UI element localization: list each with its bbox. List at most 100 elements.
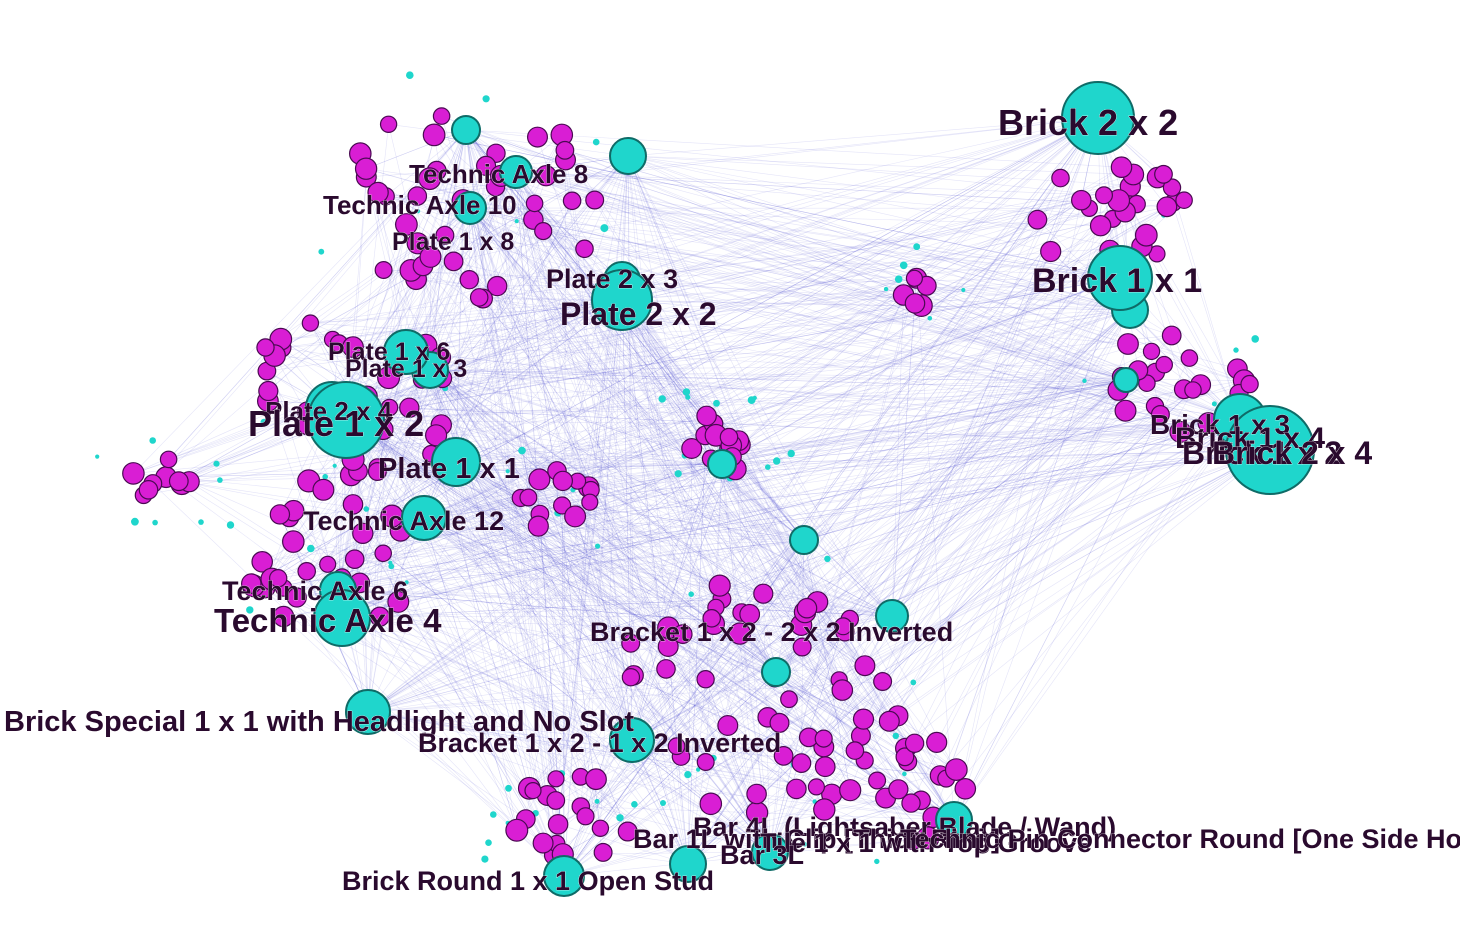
graph-edge	[337, 382, 1147, 591]
graph-edge	[621, 279, 856, 751]
graph-edge	[377, 192, 805, 541]
set-node	[796, 597, 818, 619]
graph-edge	[575, 379, 1127, 517]
part-node	[431, 437, 481, 487]
graph-edge	[442, 378, 771, 853]
graph-edge	[621, 202, 1174, 281]
graph-edge	[434, 134, 1121, 279]
set-node	[944, 758, 968, 781]
part-node-small	[226, 521, 235, 529]
graph-edge	[627, 155, 966, 789]
part-node-small	[899, 261, 908, 270]
set-node	[528, 468, 551, 491]
graph-edge	[429, 369, 563, 482]
part-node-small	[482, 95, 490, 103]
graph-edge	[721, 419, 1241, 465]
graph-edge	[337, 539, 805, 591]
graph-edge	[423, 517, 856, 751]
set-node	[575, 239, 594, 259]
graph-edge	[687, 618, 851, 865]
graph-edge	[806, 309, 1131, 609]
node-label: Plate 1 x 1	[378, 453, 520, 485]
graph-edge	[520, 497, 777, 673]
graph-edge	[444, 235, 1131, 311]
graph-edge	[891, 379, 1127, 617]
graph-edge	[864, 379, 1127, 761]
set-node	[1040, 240, 1062, 263]
graph-edge	[953, 117, 1099, 821]
graph-edge	[423, 517, 706, 763]
graph-edge	[631, 389, 1194, 741]
set-node	[487, 275, 508, 297]
graph-edge	[440, 357, 633, 741]
graph-edge	[727, 615, 893, 726]
graph-edge	[423, 382, 1147, 519]
graph-edge	[331, 309, 1131, 409]
set-node	[656, 659, 676, 679]
set-node	[1156, 196, 1178, 218]
graph-edge	[425, 344, 1127, 381]
graph-edge	[562, 449, 1271, 855]
part-node	[935, 801, 973, 839]
graph-edge	[440, 357, 689, 865]
graph-edge	[721, 463, 912, 804]
graph-edge	[589, 463, 723, 503]
graph-edge	[379, 379, 1127, 617]
graph-edge	[455, 195, 1105, 463]
part-node-small	[696, 767, 701, 772]
graph-edge	[749, 309, 1131, 615]
graph-edge	[775, 235, 1147, 673]
graph-edge	[710, 419, 1241, 459]
graph-edge	[266, 370, 565, 877]
graph-edge	[357, 279, 623, 472]
graph-edge	[621, 299, 717, 608]
graph-edge	[687, 414, 1161, 865]
graph-edge	[429, 369, 1119, 391]
graph-edge	[775, 379, 1127, 673]
graph-edge	[405, 299, 623, 353]
graph-edge	[296, 461, 457, 598]
part-node	[1225, 405, 1315, 495]
set-node	[905, 269, 924, 287]
graph-edge	[337, 539, 805, 591]
part-node-small	[773, 457, 781, 465]
graph-edge	[382, 171, 517, 430]
graph-edge	[367, 405, 1156, 713]
node-label: Plate 1 x 3	[345, 355, 467, 383]
graph-edge	[860, 735, 955, 821]
set-node	[374, 261, 393, 280]
set-node	[562, 191, 582, 211]
graph-edge	[515, 171, 915, 279]
graph-edge	[331, 407, 915, 744]
graph-edge	[863, 309, 1131, 720]
graph-edge	[515, 171, 1131, 311]
graph-edge	[465, 129, 818, 603]
part-node	[1087, 245, 1153, 311]
graph-edge	[367, 117, 1099, 713]
part-node	[761, 657, 791, 687]
graph-edge	[564, 150, 955, 821]
graph-edge	[264, 449, 1271, 588]
graph-edge	[561, 505, 565, 877]
graph-edge	[803, 419, 1241, 541]
graph-edge	[338, 343, 1271, 451]
graph-edge	[687, 614, 751, 865]
part-node-small	[802, 842, 807, 847]
graph-edge	[354, 449, 1271, 560]
graph-edge	[310, 279, 623, 324]
graph-edge	[621, 299, 851, 791]
graph-edge	[307, 425, 893, 617]
graph-edge	[465, 129, 555, 856]
graph-edge	[345, 335, 1172, 421]
graph-edge	[936, 379, 1127, 743]
set-node	[792, 637, 812, 657]
part-node-small	[388, 563, 395, 570]
graph-edge	[331, 407, 555, 856]
graph-edge	[271, 461, 457, 580]
set-node	[681, 438, 703, 460]
graph-edge	[337, 589, 851, 791]
graph-edge	[465, 129, 1184, 390]
part-node-small	[1211, 401, 1217, 407]
graph-edge	[293, 541, 777, 673]
graph-edge	[727, 309, 1131, 726]
